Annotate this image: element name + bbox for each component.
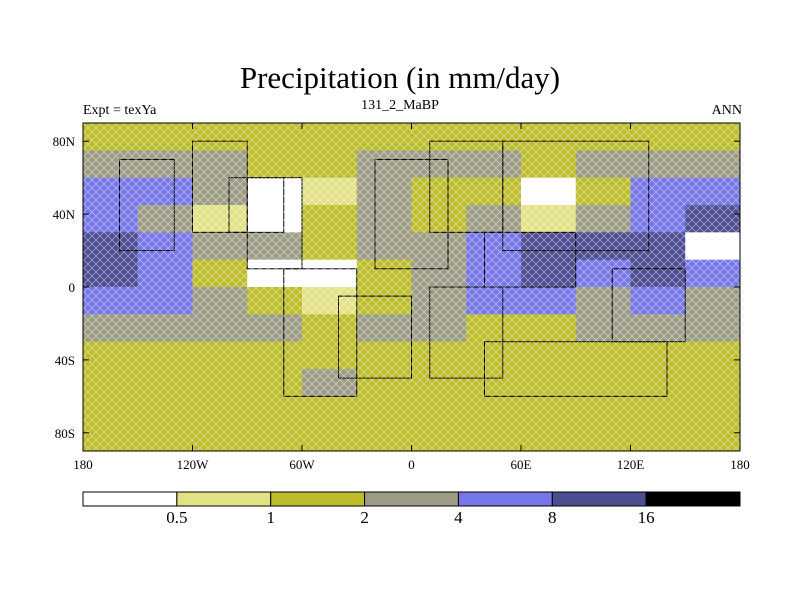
lon-tick-label: 60W (289, 457, 315, 472)
lon-tick-label: 0 (408, 457, 415, 472)
lat-tick-label: 80S (55, 426, 75, 441)
colorbar: 0.5 1 2 4 8 16 (82, 491, 741, 527)
lon-tick-label: 120E (617, 457, 645, 472)
lon-tick-label: 180 (73, 457, 93, 472)
colorbar-swatch (645, 491, 741, 507)
lon-tick-label: 120W (177, 457, 210, 472)
map-title: Precipitation (in mm/day) (239, 60, 561, 95)
lat-tick-label: 40N (53, 207, 76, 222)
colorbar-label: 2 (360, 508, 369, 527)
lon-tick-label: 180 (730, 457, 750, 472)
colorbar-swatch (176, 491, 272, 507)
colorbar-label: 16 (638, 508, 655, 527)
colorbar-swatch (270, 491, 366, 507)
colorbar-swatch (457, 491, 553, 507)
time-period-label: 131_2_MaBP (361, 98, 439, 113)
colorbar-swatch (364, 491, 459, 507)
colorbar-label: 1 (266, 508, 275, 527)
lon-tick-label: 60E (511, 457, 532, 472)
lat-tick-label: 40S (55, 353, 75, 368)
longitude-axis: 180 120W 60W 0 60E 120E 180 (73, 123, 750, 472)
experiment-label: Expt = texYa (83, 103, 157, 118)
colorbar-label: 4 (454, 508, 463, 527)
colorbar-swatch (82, 491, 178, 507)
lat-tick-label: 80N (53, 134, 76, 149)
lat-tick-label: 0 (69, 280, 76, 295)
season-label: ANN (711, 103, 742, 118)
colorbar-label: 0.5 (166, 508, 187, 527)
stipple-overlay (83, 123, 740, 451)
latitude-axis: 80N 40N 0 40S 80S (53, 134, 740, 441)
colorbar-swatch (551, 491, 647, 507)
colorbar-label: 8 (548, 508, 557, 527)
